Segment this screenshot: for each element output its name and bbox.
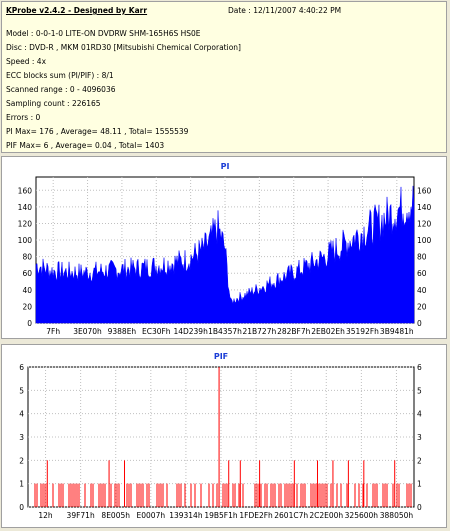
y-tick-right-8: 160 — [417, 186, 432, 195]
errors-line: Errors : 0 — [6, 113, 41, 122]
x-tick-10: 3B9481h — [380, 327, 414, 336]
y-tick-left-3: 60 — [22, 269, 32, 278]
x-tick-1: 3E070h — [73, 327, 102, 336]
disc-info-panel: KProbe v2.4.2 - Designed by Karr Date : … — [1, 1, 447, 153]
chart-title: PIF — [214, 352, 228, 361]
y-tick-left-1: 20 — [22, 302, 32, 311]
y-tick-right-4: 80 — [417, 253, 427, 262]
speed-line: Speed : 4x — [6, 57, 47, 66]
y-tick-left-5: 100 — [18, 236, 33, 245]
pif-chart-panel: PIF 0 0 1 1 2 2 3 3 4 4 5 5 6 6 12h 39F71h 8E005h E0007h 13… — [1, 344, 447, 528]
x-tick-6: 1FDE2Fh — [239, 511, 273, 520]
y-tick-left-8: 160 — [18, 186, 33, 195]
model-line: Model : 0-0-1-0 LITE-ON DVDRW SHM-165H6S… — [6, 29, 201, 38]
pif-stats-line: PIF Max= 6 , Average= 0.04 , Total= 1403 — [6, 141, 165, 150]
y-tick-right-6: 120 — [417, 219, 432, 228]
y-tick-right-4: 4 — [417, 410, 422, 419]
y-tick-left-4: 4 — [19, 410, 24, 419]
y-tick-left-7: 140 — [18, 203, 33, 212]
range-line: Scanned range : 0 - 4096036 — [6, 85, 116, 94]
y-tick-right-2: 40 — [417, 286, 427, 295]
y-tick-right-1: 20 — [417, 302, 427, 311]
y-tick-right-1: 1 — [417, 480, 422, 489]
x-tick-6: 21B727h — [242, 327, 276, 336]
y-tick-left-3: 3 — [19, 433, 24, 442]
y-tick-right-3: 3 — [417, 433, 422, 442]
x-tick-8: 2C2E00h — [309, 511, 343, 520]
x-tick-10: 388050h — [380, 511, 414, 520]
y-tick-right-7: 140 — [417, 203, 432, 212]
pi-chart-panel: PI 0 0 20 20 40 40 60 60 80 80 100 100 120 120 140 140 16… — [1, 156, 447, 339]
ecc-line: ECC blocks sum (PI/PIF) : 8/1 — [6, 71, 114, 80]
y-tick-left-4: 80 — [22, 253, 32, 262]
x-tick-7: 282BF7h — [277, 327, 311, 336]
x-tick-5: 19B5F1h — [204, 511, 238, 520]
y-tick-left-6: 6 — [19, 363, 24, 372]
y-tick-right-5: 5 — [417, 386, 422, 395]
x-tick-9: 325600h — [345, 511, 379, 520]
x-tick-3: EC30Fh — [142, 327, 171, 336]
y-tick-right-0: 0 — [417, 319, 422, 328]
y-tick-left-0: 0 — [27, 319, 32, 328]
y-tick-left-1: 1 — [19, 480, 24, 489]
y-tick-right-2: 2 — [417, 456, 422, 465]
y-tick-left-2: 40 — [22, 286, 32, 295]
y-tick-right-3: 60 — [417, 269, 427, 278]
x-tick-3: E0007h — [137, 511, 166, 520]
y-tick-left-0: 0 — [19, 503, 24, 512]
pi-stats-line: PI Max= 176 , Average= 48.11 , Total= 15… — [6, 127, 189, 136]
pi-series-area — [35, 185, 415, 324]
pif-series — [34, 367, 412, 507]
pif-chart: PIF 0 0 1 1 2 2 3 3 4 4 5 5 6 6 12h 39F71h 8E005h E0007h 13… — [19, 352, 422, 520]
disc-line: Disc : DVD-R , MKM 01RD30 [Mitsubishi Ch… — [6, 43, 241, 52]
y-tick-left-2: 2 — [19, 456, 24, 465]
x-tick-9: 35192Fh — [346, 327, 379, 336]
x-tick-0: 7Fh — [46, 327, 60, 336]
y-tick-right-5: 100 — [417, 236, 432, 245]
y-tick-left-6: 120 — [18, 219, 33, 228]
x-tick-7: 2601C7h — [274, 511, 308, 520]
scan-date: Date : 12/11/2007 4:40:22 PM — [228, 6, 342, 15]
chart-title: PI — [221, 162, 230, 171]
x-tick-0: 12h — [38, 511, 53, 520]
pi-chart: PI 0 0 20 20 40 40 60 60 80 80 100 100 120 120 140 140 16… — [18, 162, 432, 336]
x-tick-5: 1B4357h — [208, 327, 242, 336]
x-tick-2: 9388Eh — [108, 327, 137, 336]
x-tick-1: 39F71h — [67, 511, 95, 520]
sampling-line: Sampling count : 226165 — [6, 99, 101, 108]
x-tick-8: 2EB02Eh — [311, 327, 345, 336]
app-title: KProbe v2.4.2 - Designed by Karr — [6, 6, 148, 15]
y-tick-left-5: 5 — [19, 386, 24, 395]
x-tick-2: 8E005h — [101, 511, 130, 520]
y-tick-right-0: 0 — [417, 503, 422, 512]
y-tick-right-6: 6 — [417, 363, 422, 372]
x-tick-4: 139314h — [169, 511, 203, 520]
x-tick-4: 14D239h — [173, 327, 208, 336]
